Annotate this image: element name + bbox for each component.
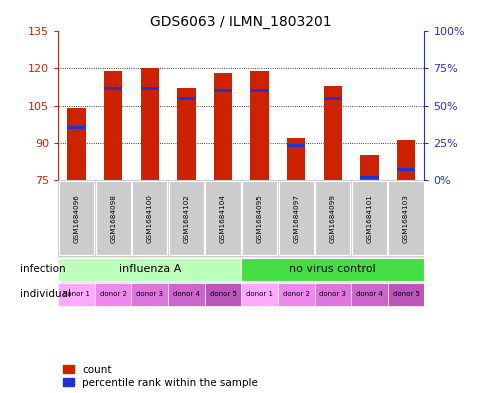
FancyBboxPatch shape — [241, 283, 277, 305]
FancyBboxPatch shape — [168, 181, 203, 255]
FancyBboxPatch shape — [314, 283, 350, 305]
Text: GSM1684099: GSM1684099 — [329, 194, 335, 242]
Text: donor 5: donor 5 — [392, 291, 419, 297]
Text: GSM1684100: GSM1684100 — [147, 194, 152, 242]
Bar — [104, 71, 122, 180]
FancyBboxPatch shape — [58, 258, 241, 281]
Text: donor 4: donor 4 — [355, 291, 382, 297]
Text: donor 2: donor 2 — [100, 291, 126, 297]
FancyBboxPatch shape — [95, 181, 130, 255]
Text: GSM1684101: GSM1684101 — [366, 194, 372, 242]
Bar — [360, 176, 378, 179]
FancyBboxPatch shape — [241, 258, 424, 281]
Bar — [323, 86, 341, 180]
Bar — [140, 68, 159, 180]
Bar — [67, 126, 86, 129]
FancyBboxPatch shape — [388, 181, 423, 255]
FancyBboxPatch shape — [315, 181, 349, 255]
FancyBboxPatch shape — [204, 283, 241, 305]
Text: GSM1684103: GSM1684103 — [402, 194, 408, 242]
FancyBboxPatch shape — [131, 283, 168, 305]
FancyBboxPatch shape — [350, 283, 387, 305]
Bar — [323, 97, 341, 99]
Title: GDS6063 / ILMN_1803201: GDS6063 / ILMN_1803201 — [150, 15, 332, 29]
FancyBboxPatch shape — [351, 181, 386, 255]
FancyBboxPatch shape — [168, 283, 204, 305]
FancyBboxPatch shape — [277, 283, 314, 305]
Text: no virus control: no virus control — [289, 264, 376, 274]
Bar — [67, 108, 86, 180]
Text: donor 5: donor 5 — [209, 291, 236, 297]
Bar — [177, 97, 195, 99]
Bar — [177, 88, 195, 180]
Text: influenza A: influenza A — [118, 264, 181, 274]
Text: GSM1684104: GSM1684104 — [220, 194, 226, 242]
Bar — [396, 140, 414, 180]
Bar — [213, 73, 232, 180]
Text: individual: individual — [20, 289, 71, 299]
Bar — [360, 155, 378, 180]
Text: GSM1684097: GSM1684097 — [293, 194, 299, 242]
FancyBboxPatch shape — [95, 283, 131, 305]
Text: donor 4: donor 4 — [173, 291, 199, 297]
Text: donor 1: donor 1 — [63, 291, 90, 297]
FancyBboxPatch shape — [387, 283, 424, 305]
Legend: count, percentile rank within the sample: count, percentile rank within the sample — [63, 365, 257, 388]
Text: donor 3: donor 3 — [318, 291, 346, 297]
Bar — [250, 89, 268, 92]
Text: GSM1684096: GSM1684096 — [74, 194, 79, 242]
Bar — [213, 89, 232, 92]
Bar — [104, 87, 122, 90]
Text: GSM1684098: GSM1684098 — [110, 194, 116, 242]
FancyBboxPatch shape — [59, 181, 94, 255]
FancyBboxPatch shape — [132, 181, 167, 255]
Text: donor 3: donor 3 — [136, 291, 163, 297]
FancyBboxPatch shape — [242, 181, 276, 255]
Bar — [140, 87, 159, 90]
Text: infection: infection — [20, 264, 65, 274]
Bar — [250, 71, 268, 180]
Text: donor 1: donor 1 — [245, 291, 272, 297]
Bar — [287, 138, 305, 180]
Bar — [396, 168, 414, 171]
FancyBboxPatch shape — [278, 181, 313, 255]
Text: GSM1684102: GSM1684102 — [183, 194, 189, 242]
Bar — [287, 143, 305, 147]
Text: donor 2: donor 2 — [282, 291, 309, 297]
FancyBboxPatch shape — [58, 283, 95, 305]
FancyBboxPatch shape — [205, 181, 240, 255]
Text: GSM1684095: GSM1684095 — [256, 194, 262, 242]
